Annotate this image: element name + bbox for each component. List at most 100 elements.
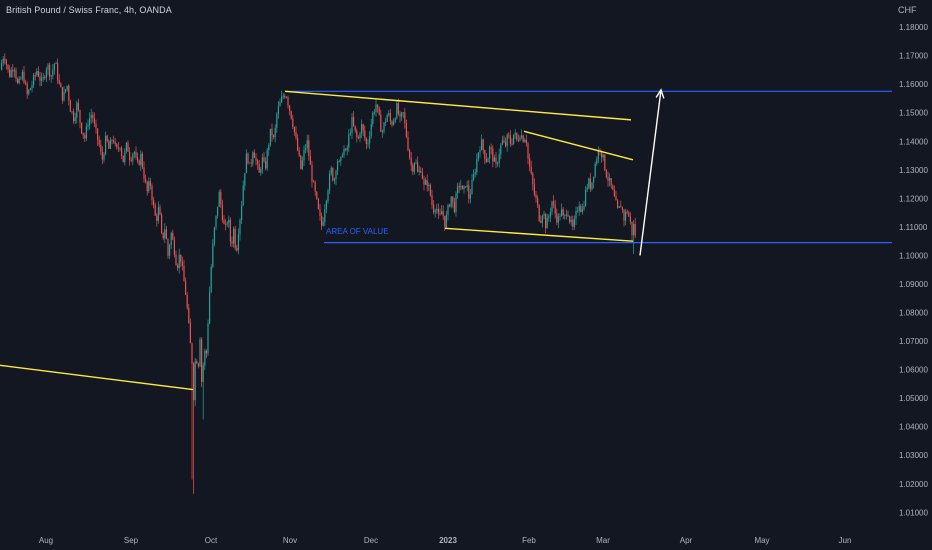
- candle-body: [629, 216, 631, 222]
- candle-body: [177, 265, 179, 269]
- candle-body: [373, 112, 375, 113]
- candle-body: [205, 350, 207, 354]
- candle-body: [549, 211, 551, 217]
- candle-body: [169, 245, 171, 256]
- candle-body: [154, 205, 156, 216]
- candle-body: [66, 85, 68, 90]
- candle-body: [306, 140, 308, 149]
- candle-body: [92, 114, 94, 119]
- candle-body: [591, 182, 593, 190]
- candle-body: [530, 166, 532, 174]
- y-tick-label: 1.04000: [899, 423, 928, 432]
- projection-arrow-head[interactable]: [655, 88, 665, 99]
- candle-body: [561, 209, 563, 217]
- candle-body: [282, 95, 284, 97]
- candle-body: [236, 248, 238, 251]
- candle-body: [289, 105, 291, 111]
- candle-body: [31, 85, 33, 89]
- candle-body: [570, 219, 572, 223]
- x-tick-label: Mar: [596, 536, 610, 545]
- candle-body: [338, 160, 340, 162]
- candle-body: [263, 157, 265, 162]
- candle-body: [434, 210, 436, 213]
- candle-body: [221, 204, 223, 221]
- candle-body: [189, 322, 191, 344]
- y-tick-label: 1.10000: [899, 251, 928, 260]
- candle-body: [244, 173, 246, 186]
- long-trendline[interactable]: [0, 364, 194, 391]
- candle-body: [45, 69, 47, 78]
- candle-body: [241, 205, 243, 220]
- candle-body: [121, 148, 123, 156]
- candle-body: [141, 153, 143, 168]
- wedge-trendline[interactable]: [523, 130, 634, 161]
- candle-body: [287, 97, 289, 106]
- candle-body: [273, 135, 275, 138]
- candle-body: [517, 139, 519, 141]
- candle-body: [551, 201, 553, 212]
- candle-body: [393, 121, 395, 125]
- candle-body: [441, 211, 443, 215]
- candle-body: [615, 196, 617, 201]
- candle-body: [213, 227, 215, 244]
- candle-body: [42, 76, 44, 79]
- candle-body: [522, 135, 524, 143]
- lower-channel-trendline[interactable]: [444, 227, 634, 242]
- candle-body: [493, 157, 495, 162]
- candle-body: [153, 200, 155, 206]
- candle-body: [297, 137, 299, 151]
- candle-body: [479, 149, 481, 153]
- candle-body: [164, 229, 166, 239]
- candle-body: [428, 184, 430, 186]
- candle-body: [207, 323, 209, 354]
- candle-body: [260, 168, 262, 173]
- candle-body: [225, 223, 227, 225]
- candle-body: [159, 207, 161, 215]
- candle-body: [149, 181, 151, 186]
- candle-body: [17, 78, 19, 84]
- candle-body: [621, 207, 623, 210]
- y-tick-label: 1.18000: [899, 23, 928, 32]
- x-tick-label: Feb: [522, 536, 536, 545]
- candle-body: [351, 116, 353, 133]
- upper-channel-trendline[interactable]: [284, 90, 632, 121]
- candle-body: [26, 83, 28, 95]
- candle-body: [325, 201, 327, 210]
- candle-body: [265, 161, 267, 169]
- y-tick-label: 1.02000: [899, 480, 928, 489]
- candle-body: [597, 150, 599, 160]
- candle-body: [399, 113, 401, 117]
- candle-body: [415, 162, 417, 164]
- candle-body: [546, 218, 548, 229]
- candle-body: [425, 180, 427, 185]
- candle-body: [541, 215, 543, 223]
- candle-body: [186, 294, 188, 308]
- candle-body: [545, 213, 547, 229]
- x-tick-label: 2023: [439, 536, 457, 545]
- candle-body: [417, 162, 419, 172]
- projection-arrow-shaft[interactable]: [639, 89, 662, 256]
- candle-body: [543, 213, 545, 216]
- candle-body: [633, 223, 635, 235]
- candle-body: [324, 209, 326, 222]
- x-tick-label: Apr: [680, 536, 693, 545]
- candle-body: [210, 266, 212, 292]
- candle-body: [37, 70, 39, 77]
- candle-body: [277, 106, 279, 115]
- candle-body: [593, 176, 595, 183]
- candle-body: [266, 150, 268, 169]
- candle-body: [468, 185, 470, 199]
- candle-body: [97, 128, 99, 140]
- candle-body: [60, 83, 62, 88]
- candle-body: [69, 100, 71, 112]
- candle-body: [23, 71, 25, 83]
- candle-body: [237, 234, 239, 251]
- candle-body: [252, 152, 254, 164]
- currency-label: CHF: [898, 5, 917, 15]
- chart-title: British Pound / Swiss Franc, 4h, OANDA: [6, 5, 172, 15]
- candle-body: [476, 159, 478, 173]
- candle-body: [349, 132, 351, 135]
- candle-body: [586, 187, 588, 190]
- candle-body: [137, 157, 139, 161]
